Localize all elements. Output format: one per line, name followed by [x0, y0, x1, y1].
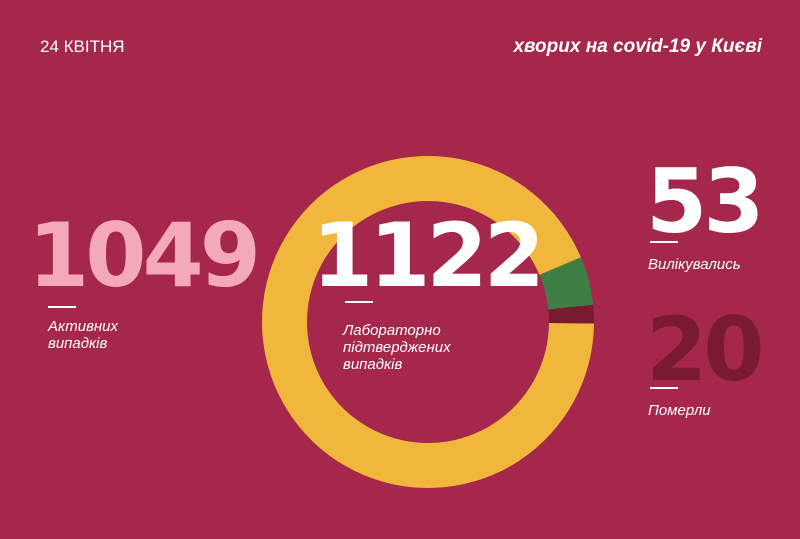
date: 24 КВІТНЯ [40, 37, 125, 56]
active-label: Активних випадків [48, 318, 119, 352]
total-label: Лабораторно підтверджених випадків [343, 322, 451, 373]
recovered-label: Вилікувались [648, 256, 741, 273]
subtitle: хворих на covid-19 у Києві [512, 36, 762, 57]
deaths-label: Померли [648, 402, 711, 419]
donut-segment [548, 304, 594, 324]
deaths-value: 20 [646, 298, 761, 401]
recovered-value: 53 [646, 150, 760, 253]
active-value: 1049 [28, 204, 257, 307]
total-value: 1122 [312, 204, 541, 307]
donut-segment [539, 257, 594, 310]
